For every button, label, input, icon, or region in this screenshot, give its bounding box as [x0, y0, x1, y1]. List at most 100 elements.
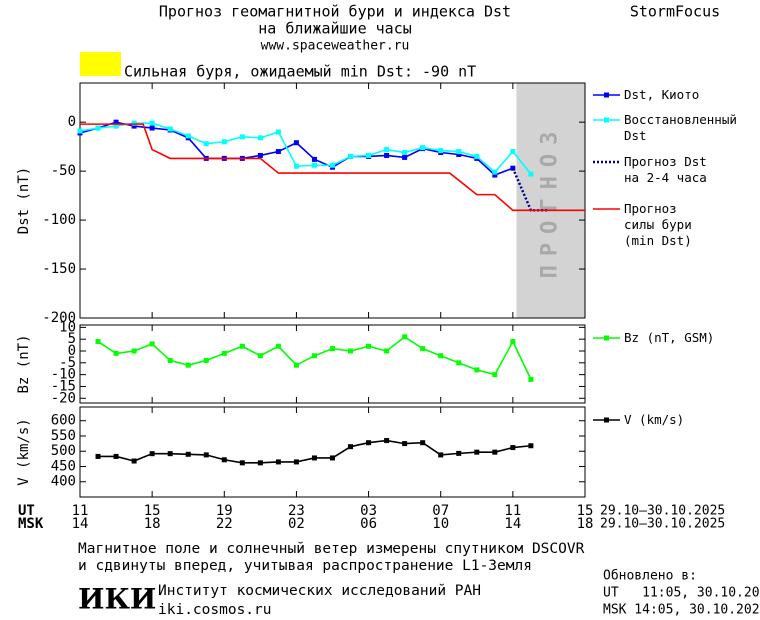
point [275, 129, 281, 135]
point [402, 441, 408, 447]
y-tick-label: -5 [59, 355, 76, 371]
legend-swatch [604, 92, 609, 98]
url: www.spaceweather.ru [261, 39, 410, 54]
point [492, 449, 498, 455]
title: на ближайшие часы [258, 20, 412, 38]
y-tick-label: -150 [42, 261, 76, 277]
point [492, 372, 498, 378]
point [77, 128, 83, 134]
point [384, 147, 390, 153]
x2-tick-label: 10 [432, 516, 449, 532]
point [113, 123, 119, 129]
y-axis-label: Dst (nT) [16, 167, 32, 234]
legend-label: Прогноз силы бури (min Dst) [624, 201, 692, 248]
point [185, 133, 191, 139]
x2-tick-label: 02 [288, 516, 305, 532]
point [456, 360, 462, 366]
point [366, 152, 372, 158]
point [384, 438, 390, 444]
x-tick-label: 15 [144, 503, 161, 519]
logo: ИКИ [78, 583, 156, 616]
point [528, 443, 534, 449]
y-axis-label: V (km/s) [16, 418, 32, 485]
institute: Институт космических исследований РАН [158, 583, 481, 599]
y-tick-label: -200 [42, 310, 76, 326]
x-tick-label: 23 [288, 503, 305, 519]
point [239, 460, 245, 466]
y-tick-label: 450 [51, 458, 76, 474]
site: iki.cosmos.ru [158, 602, 272, 618]
legend-label: Восстановленный Dst [624, 112, 737, 143]
updated-msk: MSK 14:05, 30.10.2025 [603, 603, 760, 618]
y-tick-label: 500 [51, 443, 76, 459]
x-tick-label: 11 [504, 503, 521, 519]
x-tick-label: 15 [577, 503, 594, 519]
point [311, 156, 317, 162]
legend-swatch [604, 117, 609, 123]
point [510, 339, 516, 345]
point [293, 459, 299, 465]
point [293, 163, 299, 169]
alert-box [80, 52, 121, 76]
point [366, 440, 372, 446]
point [348, 348, 354, 354]
point [275, 459, 281, 465]
point [131, 120, 137, 126]
plot-frame [79, 406, 586, 498]
point [456, 149, 462, 155]
x-tick-label: 19 [216, 503, 233, 519]
y-axis-label: Bz (nT) [16, 334, 32, 393]
point [203, 452, 209, 458]
y-tick-label: 600 [51, 413, 76, 429]
note: и сдвинуты вперед, учитывая распростране… [78, 558, 532, 574]
point [510, 445, 516, 451]
x2-tick-label: 18 [144, 516, 161, 532]
x-tick-label: 07 [432, 503, 449, 519]
point [474, 449, 480, 455]
point [384, 348, 390, 354]
point [293, 140, 299, 146]
point [402, 334, 408, 340]
point [438, 148, 444, 154]
point [221, 139, 227, 145]
point [420, 145, 426, 151]
point [149, 341, 155, 347]
plot-frame [79, 324, 586, 404]
y-tick-label: -100 [42, 212, 76, 228]
point [257, 135, 263, 141]
legend-swatch [604, 335, 609, 341]
point [257, 353, 263, 359]
alert-text: Сильная буря, ожидаемый min Dst: -90 nT [124, 63, 476, 81]
point [492, 169, 498, 175]
x2-tick-label: 06 [360, 516, 377, 532]
plot-frame [79, 82, 586, 319]
point [149, 451, 155, 457]
updated-ut: UT 11:05, 30.10.2025 [603, 586, 760, 601]
x-tick-label: 11 [72, 503, 89, 519]
x-axis-label: UT [18, 503, 35, 519]
point [456, 151, 462, 157]
point [221, 350, 227, 356]
point [149, 120, 155, 126]
legend-label: Bz (nT, GSM) [624, 330, 715, 345]
x-range-label: 29.10–30.10.2025 [600, 504, 725, 519]
y-tick-label: 0 [68, 114, 76, 130]
forecast-label: ПРОГНОЗ [538, 123, 563, 279]
point [95, 125, 101, 131]
point [185, 362, 191, 368]
point [113, 350, 119, 356]
point [330, 455, 335, 461]
y-tick-label: 550 [51, 428, 76, 444]
point [330, 346, 335, 352]
point [131, 458, 137, 464]
point [239, 134, 245, 140]
point [203, 357, 209, 363]
y-tick-label: 0 [68, 343, 76, 359]
x2-tick-label: 18 [577, 516, 594, 532]
y-tick-label: 400 [51, 474, 76, 490]
y-tick-label: -50 [51, 163, 76, 179]
point [167, 451, 173, 457]
point [275, 343, 281, 349]
